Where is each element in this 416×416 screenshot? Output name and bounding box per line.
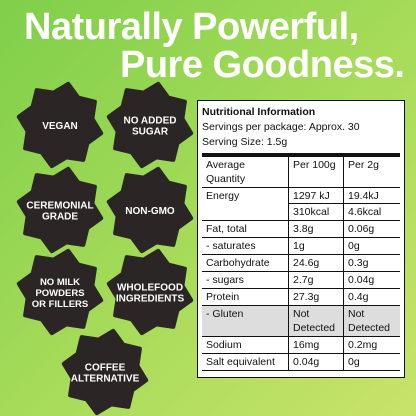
cell-text: Detected [348,322,391,334]
badge-label: NO MILK [40,277,80,288]
cell-text: 27.3g [293,291,320,303]
table-row: Carbohydrate 24.6g 0.3g [202,254,400,272]
badge-shape [106,166,194,254]
cell-text: 16mg [293,339,320,351]
table-cell: 0.2mg [343,336,400,354]
badge-label: INGREDIENTS [116,294,185,305]
table-row: Sodium 16mg 0.2mg [202,336,400,354]
row-label: - saturates [202,237,289,255]
table-cell: 0g [343,237,400,255]
table-cell: 19.4kJ 4.6kcal [343,187,400,221]
row-label: - Gluten [202,305,289,337]
cell-text: 19.4kJ [348,190,379,202]
table-cell: 1297 kJ 310kcal [288,187,344,221]
table-cell: Average Quantity [202,154,289,188]
table-cell: 3.8g [288,220,344,238]
badge-shape [61,328,149,416]
table-cell: 0.3g [343,254,400,272]
table-row: Energy 1297 kJ 310kcal 19.4kJ 4.6kcal [202,187,400,221]
nutrition-table: Average Quantity Per 100g Per 2g Energy 1297 … [202,153,400,371]
table-row: Salt equivalent 0.04g 0g [202,353,400,371]
header-row: Average Quantity Per 100g Per 2g [202,154,400,188]
panel-title: Nutritional Information [202,106,316,118]
badge-label: VEGAN [42,121,78,132]
badge-label: CEREMONIAL [26,201,93,212]
row-label: Energy [202,187,289,221]
badge-shape [16,248,104,336]
cell-text: Per 100g [293,159,336,171]
cell-text: 0.04g [348,274,375,286]
cell-text: 0.3g [348,257,369,269]
table-cell: 2.7g [288,271,344,289]
badge-label: SUGAR [132,127,169,138]
table-cell: Per 100g [288,154,344,188]
row-label: Sodium [202,336,289,354]
table-cell: Not Detected [343,305,400,337]
badge-shape [106,248,194,336]
row-label: Protein [202,288,289,306]
headline: Naturally Powerful, [24,6,359,48]
cell-text: 3.8g [293,223,314,235]
badge-shape [16,81,104,169]
cell-text: Quantity [206,173,246,185]
badge-label: NO ADDED [124,116,177,127]
cell-text: Average [206,159,245,171]
nutrition-panel: Nutritional Information Servings per pac… [197,100,405,378]
table-row: - Gluten Not Detected Not Detected [202,305,400,337]
table-cell: 0g [343,353,400,371]
badge-label: COFFEE [85,363,126,374]
badge-label: OR FILLERS [32,299,88,310]
badge-label: WHOLEFOOD [117,283,183,294]
cell-text: 0.04g [293,356,320,368]
cell-text: Per 2g [348,159,379,171]
cell-text: 1297 kJ [293,190,330,202]
row-label: Salt equivalent [202,353,289,371]
servings: Servings per package: Approx. 30 [202,121,360,133]
badge-label: GRADE [42,212,78,223]
cell-text: 0g [348,240,360,252]
serving-size: Serving Size: 1.5g [202,136,288,148]
table-row: - saturates 1g 0g [202,237,400,255]
cell-text: 4.6kcal [344,203,400,219]
table-cell: 1g [288,237,344,255]
row-label: Carbohydrate [202,254,289,272]
table-cell: Per 2g [343,154,400,188]
badge-shape [16,166,104,254]
cell-text: 0g [348,356,360,368]
cell-text: 0.2mg [348,339,378,351]
cell-text: 0.06g [348,223,375,235]
cell-text: 1g [293,240,305,252]
badge-shape [106,81,194,169]
cell-text: 2.7g [293,274,314,286]
table-row: Protein 27.3g 0.4g [202,288,400,306]
table-cell: Not Detected [288,305,344,337]
table-cell: 0.04g [343,271,400,289]
badge-label: POWDERS [35,288,84,299]
cell-text: Not [293,308,310,320]
cell-text: 24.6g [293,257,320,269]
headline: Pure Goodness. [120,44,405,86]
row-label: Fat, total [202,220,289,238]
cell-text: Not [348,308,365,320]
badge-label: ALTERNATIVE [71,374,140,385]
table-row: - sugars 2.7g 0.04g [202,271,400,289]
cell-text: 310kcal [289,203,343,219]
table-cell: 0.04g [288,353,344,371]
cell-text: 0.4g [348,291,369,303]
table-cell: 16mg [288,336,344,354]
badge-label: NON-GMO [125,206,175,217]
cell-text: Detected [293,322,336,334]
table-cell: 0.4g [343,288,400,306]
table-cell: 27.3g [288,288,344,306]
table-cell: 0.06g [343,220,400,238]
table-row: Fat, total 3.8g 0.06g [202,220,400,238]
row-label: - sugars [202,271,289,289]
table-cell: 24.6g [288,254,344,272]
